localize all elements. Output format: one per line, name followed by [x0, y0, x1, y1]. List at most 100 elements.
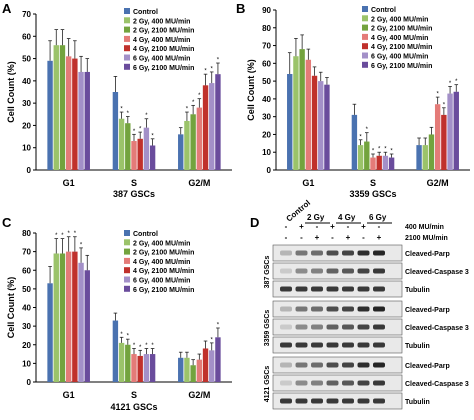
blot-band: [326, 324, 339, 330]
blot-band: [280, 268, 292, 274]
bar: [78, 262, 84, 382]
category-label: S: [370, 178, 376, 188]
bar: [149, 145, 156, 170]
legend-swatch: [124, 17, 130, 24]
y-tick-label: 60: [22, 32, 31, 41]
significance-star: *: [217, 58, 220, 64]
bar: [47, 283, 53, 382]
bar: [453, 91, 459, 170]
y-tick-label: 40: [262, 95, 271, 104]
blot-band: [295, 306, 308, 312]
sign-400: -: [285, 222, 288, 231]
bar: [72, 58, 78, 171]
y-tick-label: 0: [27, 378, 32, 387]
bar: [305, 59, 312, 170]
legend-swatch: [124, 8, 130, 14]
y-axis-label: Cell Count (%): [246, 59, 256, 121]
bar: [131, 141, 137, 170]
bar: [357, 145, 364, 170]
bar: [184, 357, 190, 382]
bar: [143, 127, 150, 170]
cell-line-label: 4121 GSCs: [264, 366, 271, 403]
blot-band: [373, 286, 385, 292]
blot-band: [311, 268, 323, 274]
category-label: G2/M: [427, 178, 449, 188]
band-label: Tubulin: [405, 343, 430, 350]
y-tick-label: 40: [22, 304, 31, 313]
legend-swatch: [124, 54, 130, 61]
significance-star: *: [127, 111, 130, 117]
cell-line-label: 3359 GSCs: [264, 310, 271, 347]
significance-star: *: [145, 343, 148, 349]
bar: [47, 60, 53, 170]
significance-star: *: [384, 147, 387, 153]
blot-band: [373, 380, 385, 386]
significance-star: *: [211, 337, 214, 343]
blot-band: [295, 362, 308, 368]
bar: [422, 145, 428, 170]
sign-400: -: [347, 222, 350, 231]
significance-star: *: [198, 93, 201, 99]
blot-band: [295, 398, 308, 404]
significance-star: *: [133, 343, 136, 349]
category-label: S: [131, 178, 137, 188]
band-label: Cleaved-Caspase 3: [405, 381, 469, 388]
blot-band: [280, 250, 292, 256]
sign-2100: -: [285, 233, 288, 242]
cell-line-label: 387 GSCs: [264, 256, 271, 289]
y-tick-label: 60: [262, 59, 271, 68]
sign-2100: +: [315, 233, 320, 242]
blot-band: [311, 380, 323, 386]
band-label: Cleaved-Parp: [405, 251, 450, 258]
blot-band: [357, 380, 370, 386]
bar: [131, 354, 137, 382]
bar: [65, 251, 72, 382]
blot-band: [326, 306, 339, 312]
legend-label: 2 Gy, 400 MU/min: [133, 240, 190, 247]
y-tick-label: 10: [262, 148, 271, 157]
sign-400: +: [299, 222, 304, 231]
significance-star: *: [436, 92, 439, 98]
significance-star: *: [378, 147, 381, 153]
blot-band: [311, 324, 323, 330]
legend-swatch: [124, 285, 130, 292]
category-label: G1: [302, 178, 314, 188]
panel-letter-d: D: [250, 215, 259, 230]
blot-band: [280, 398, 292, 404]
blot-condition-2gy: 2 Gy: [307, 213, 325, 222]
bar: [370, 157, 376, 170]
legend-label: 2 Gy, 2100 MU/min: [133, 250, 194, 257]
y-tick-label: 90: [262, 6, 271, 15]
significance-star: *: [151, 343, 154, 349]
bar: [137, 138, 143, 170]
significance-star: *: [443, 102, 446, 108]
sign-2100: +: [377, 233, 382, 242]
blot-band: [326, 380, 339, 386]
bar: [428, 134, 435, 170]
blot-band: [326, 398, 339, 404]
significance-star: *: [80, 242, 83, 248]
blot-band: [342, 268, 354, 274]
blot-band: [326, 250, 339, 256]
y-axis-label: Cell Count (%): [6, 61, 16, 123]
bar: [112, 320, 119, 382]
blot-band: [357, 268, 370, 274]
blot-band: [280, 306, 292, 312]
blot-band: [342, 342, 354, 348]
y-tick-label: 30: [22, 99, 31, 108]
panel-letter-c: C: [2, 215, 12, 230]
legend-label: 2 Gy, 2100 MU/min: [371, 26, 432, 33]
significance-star: *: [372, 149, 375, 155]
bar: [196, 107, 203, 170]
significance-star: *: [74, 231, 77, 237]
blot-band: [373, 324, 385, 330]
legend-label: 4 Gy, 2100 MU/min: [133, 46, 194, 53]
bar: [215, 74, 221, 170]
bar: [376, 155, 382, 170]
y-axis-label: Cell Count (%): [6, 277, 16, 339]
legend-swatch: [124, 257, 130, 264]
bar: [84, 270, 90, 382]
bar: [441, 114, 447, 170]
legend-label: 2 Gy, 2100 MU/min: [133, 28, 194, 35]
y-tick-label: 70: [22, 248, 31, 257]
